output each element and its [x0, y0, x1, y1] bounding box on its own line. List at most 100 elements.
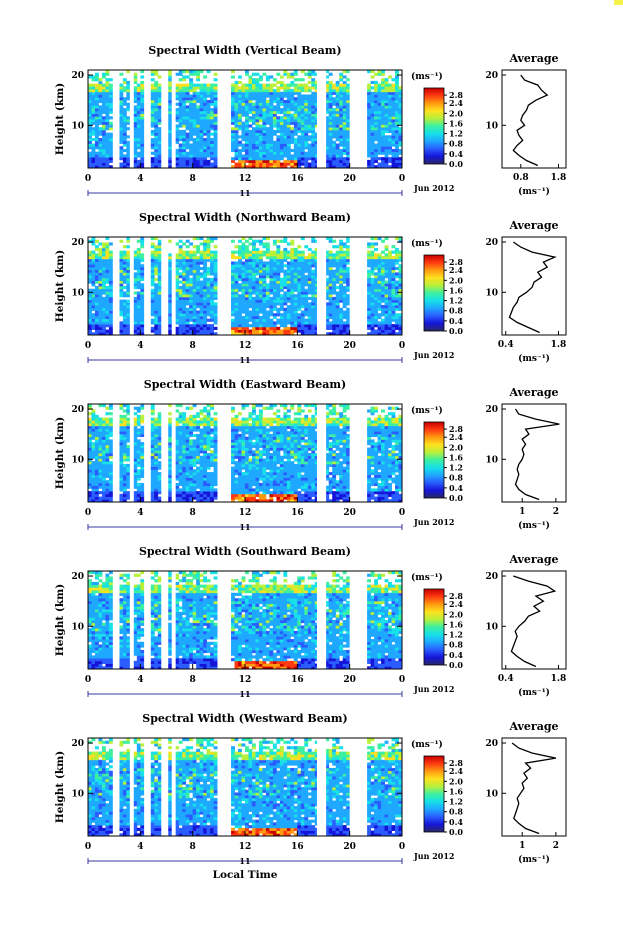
date-label: Jun 2012 [413, 684, 454, 694]
colorbar-tick-label: 2.8 [449, 257, 463, 267]
day-label: 11 [239, 355, 250, 365]
data-gap [316, 738, 327, 836]
data-gap [171, 404, 176, 502]
colorbar-tick-label: 2.4 [449, 432, 463, 442]
data-gap [316, 237, 327, 335]
panel-title: Spectral Width (Northward Beam) [139, 211, 351, 224]
colorbar-tick-label: 0.0 [449, 660, 463, 670]
colorbar-tick-label: 1.2 [449, 296, 463, 306]
x-tick-label: 0 [399, 675, 405, 685]
data-gap [349, 404, 366, 502]
data-gap [218, 237, 230, 335]
data-gap [161, 738, 167, 836]
data-gap [114, 571, 120, 669]
panel-title: Spectral Width (Southward Beam) [139, 545, 351, 558]
colorbar-tick-label: 0.8 [449, 139, 463, 149]
profile-line [514, 408, 560, 501]
profile-title: Average [508, 720, 558, 733]
data-gap [349, 738, 366, 836]
y-tick-label: 10 [71, 455, 84, 465]
x-tick-label: 16 [291, 341, 304, 351]
colorbar-tick-label: 1.6 [449, 452, 463, 462]
panel-1: Spectral Width (Vertical Beam) 20 10 Height… [54, 44, 567, 198]
profile-x-tick-label: 1.8 [551, 173, 567, 183]
y-axis-label: Height (km) [54, 250, 66, 322]
colorbar [423, 87, 445, 165]
data-gap [144, 404, 150, 502]
profile-y-tick-label: 20 [485, 238, 498, 248]
panel-4: Spectral Width (Southward Beam) 20 10 Heigh… [54, 545, 567, 699]
data-gap [349, 70, 366, 168]
profile-x-tick-label: 1 [519, 841, 525, 851]
y-axis-label: Height (km) [54, 584, 66, 656]
profile-y-tick-label: 20 [485, 405, 498, 415]
x-tick-label: 20 [343, 675, 356, 685]
data-gap [144, 237, 150, 335]
panel-5: Spectral Width (Westward Beam)2010Height… [54, 712, 567, 866]
y-tick-label: 10 [71, 288, 84, 298]
colorbar-tick-label: 0.8 [449, 807, 463, 817]
colorbar-tick-label: 2.8 [449, 591, 463, 601]
colorbar-tick-label: 2.8 [449, 424, 463, 434]
x-tick-label: 4 [137, 508, 143, 518]
profile-x-tick-label: 0.8 [513, 173, 529, 183]
colorbar-tick-label: 2.0 [449, 108, 463, 118]
profile-frame [501, 69, 567, 169]
x-tick-label: 8 [190, 508, 196, 518]
data-gap [129, 70, 134, 168]
colorbar-unit: (ms⁻¹) [411, 572, 443, 583]
x-tick-label: 16 [291, 675, 304, 685]
x-tick-label: 16 [291, 508, 304, 518]
colorbar-tick-label: 0.4 [449, 149, 463, 159]
data-gap [349, 571, 366, 669]
colorbar-tick-label: 2.4 [449, 766, 463, 776]
colorbar-tick-label: 0.0 [449, 827, 463, 837]
x-axis-label: Local Time [213, 869, 278, 881]
colorbar-tick-label: 2.4 [449, 98, 463, 108]
panel-title: Spectral Width (Vertical Beam) [148, 44, 341, 57]
day-label: 11 [239, 856, 250, 866]
profile-y-tick-label: 10 [485, 288, 498, 298]
x-tick-label: 0 [85, 174, 91, 184]
colorbar-tick-label: 2.0 [449, 609, 463, 619]
colorbar-unit: (ms⁻¹) [411, 238, 443, 249]
profile-frame [501, 403, 567, 503]
profile-y-tick-label: 10 [485, 121, 498, 131]
colorbar-tick-label: 0.8 [449, 473, 463, 483]
colorbar-tick-label: 2.0 [449, 776, 463, 786]
y-tick-label: 20 [71, 572, 84, 582]
x-tick-label: 8 [190, 675, 196, 685]
data-gap [161, 70, 167, 168]
profile-x-tick-label: 2 [553, 507, 559, 517]
y-tick-label: 10 [71, 622, 84, 632]
x-tick-label: 16 [291, 174, 304, 184]
profile-y-tick-label: 10 [485, 622, 498, 632]
data-gap [316, 404, 327, 502]
panel-title: Spectral Width (Westward Beam) [142, 712, 347, 725]
profile-x-tick-label: 0.4 [498, 674, 514, 684]
profile-frame [501, 737, 567, 837]
colorbar-tick-label: 0.0 [449, 493, 463, 503]
y-tick-label: 20 [71, 71, 84, 81]
heatmap [88, 237, 403, 336]
colorbar [423, 588, 445, 666]
heatmap [88, 70, 403, 169]
colorbar-unit: (ms⁻¹) [411, 739, 443, 750]
x-tick-label: 0 [85, 508, 91, 518]
profile-title: Average [508, 52, 558, 65]
y-tick-label: 20 [71, 405, 84, 415]
profile-y-tick-label: 10 [485, 455, 498, 465]
data-gap [161, 571, 167, 669]
x-tick-label: 12 [239, 341, 252, 351]
colorbar-tick-label: 1.6 [449, 118, 463, 128]
data-gap [171, 571, 176, 669]
profile-frame [501, 236, 567, 336]
date-label: Jun 2012 [413, 350, 454, 360]
x-tick-label: 0 [399, 842, 405, 852]
colorbar [423, 254, 445, 332]
x-tick-label: 0 [85, 675, 91, 685]
y-tick-label: 20 [71, 739, 84, 749]
x-tick-label: 4 [137, 842, 143, 852]
colorbar-tick-label: 0.8 [449, 640, 463, 650]
profile-x-tick-label: 1 [519, 507, 525, 517]
